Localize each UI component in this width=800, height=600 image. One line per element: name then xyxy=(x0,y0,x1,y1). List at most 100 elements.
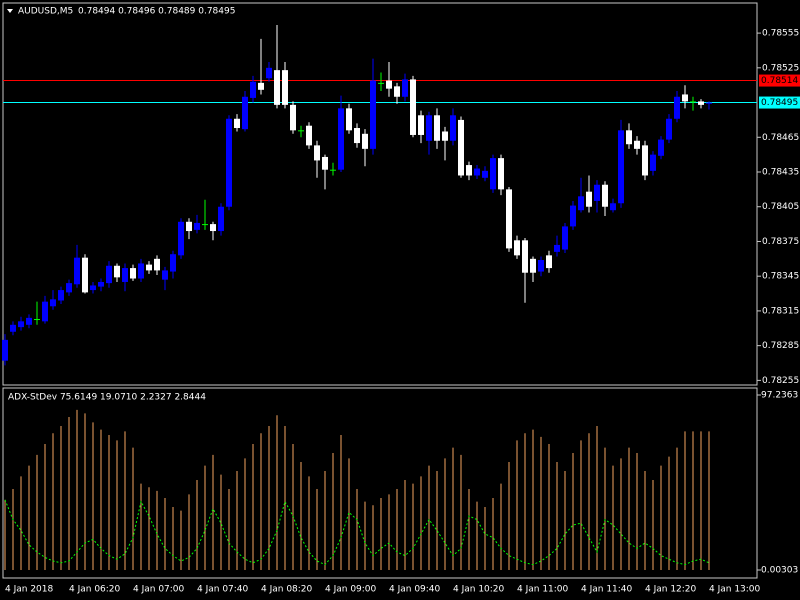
x-tick-label: 4 Jan 12:20 xyxy=(645,585,697,595)
x-tick-label: 4 Jan 11:40 xyxy=(581,585,633,595)
x-tick-label: 4 Jan 2018 xyxy=(5,585,53,595)
candle-body xyxy=(506,189,512,249)
chart-subtitle: 0.78494 0.78496 0.78489 0.78495 xyxy=(78,7,235,17)
candle-body xyxy=(314,145,320,161)
x-tick-label: 4 Jan 07:40 xyxy=(197,585,249,595)
candle-body xyxy=(154,258,160,271)
candle-body xyxy=(234,118,240,129)
candle-body xyxy=(482,170,488,178)
candle-body xyxy=(474,168,480,176)
x-tick-label: 4 Jan 06:20 xyxy=(69,585,121,595)
candle-body xyxy=(410,79,416,135)
candle-body xyxy=(674,96,680,119)
y-tick-label: 0.78255 xyxy=(762,376,799,386)
candle-body xyxy=(330,169,336,171)
candle-body xyxy=(114,265,120,278)
y-tick-label: 0.78435 xyxy=(762,168,799,178)
candle-body xyxy=(202,224,208,226)
price-label: 0.78514 xyxy=(761,76,798,86)
candle-body xyxy=(602,184,608,207)
candle-body xyxy=(706,102,712,104)
y-tick-label: 0.78525 xyxy=(762,63,799,73)
candle-body xyxy=(498,158,504,190)
candle-body xyxy=(338,108,344,170)
candle-body xyxy=(82,257,88,293)
candle-body xyxy=(690,101,696,103)
candle-body xyxy=(618,130,624,204)
candle-body xyxy=(34,319,40,321)
x-tick-label: 4 Jan 13:00 xyxy=(709,585,761,595)
candle-body xyxy=(586,191,592,207)
x-tick-label: 4 Jan 10:20 xyxy=(453,585,505,595)
chart-title: AUDUSD,M5 xyxy=(18,7,73,17)
y-tick-label: 0.78375 xyxy=(762,237,799,247)
candle-body xyxy=(2,339,8,361)
candle-body xyxy=(42,301,48,322)
candle-body xyxy=(370,80,376,149)
candle-body xyxy=(290,104,296,131)
indicator-pane xyxy=(2,387,758,579)
candle-body xyxy=(194,222,200,230)
candle-body xyxy=(562,226,568,250)
x-tick-label: 4 Jan 07:00 xyxy=(133,585,185,595)
candle-body xyxy=(666,118,672,140)
candle-body xyxy=(402,79,408,97)
candle-body xyxy=(490,158,496,190)
candle-body xyxy=(642,145,648,176)
candle-body xyxy=(650,154,656,171)
candle-body xyxy=(466,165,472,176)
indicator-line xyxy=(4,499,710,566)
candle-body xyxy=(578,196,584,211)
candle-body xyxy=(226,118,232,207)
candle-body xyxy=(210,224,216,232)
candle-body xyxy=(626,130,632,145)
candle-body xyxy=(138,263,144,279)
candle-body xyxy=(106,265,112,284)
candle-body xyxy=(546,255,552,269)
candle-body xyxy=(346,108,352,131)
price-label-box xyxy=(759,96,800,109)
candle-body xyxy=(58,290,64,301)
candle-body xyxy=(242,96,248,130)
candle-body xyxy=(162,270,168,280)
y-tick-label: 0.78285 xyxy=(762,341,799,351)
candle-body xyxy=(178,221,184,256)
candle-body xyxy=(610,203,616,211)
candle-body xyxy=(306,125,312,146)
candle-body xyxy=(98,281,104,287)
x-tick-label: 4 Jan 09:00 xyxy=(325,585,377,595)
candle-body xyxy=(682,94,688,102)
candle-body xyxy=(130,268,136,279)
x-tick-label: 4 Jan 08:20 xyxy=(261,585,313,595)
candle-body xyxy=(634,140,640,149)
candle-body xyxy=(522,240,528,273)
candle-body xyxy=(258,82,264,90)
candle-body xyxy=(362,133,368,149)
candle-body xyxy=(322,156,328,170)
main-pane xyxy=(2,2,758,386)
candle-body xyxy=(386,80,392,89)
candle-body xyxy=(378,82,384,84)
candle-body xyxy=(50,299,56,307)
candle-body xyxy=(146,264,152,271)
candle-body xyxy=(418,115,424,135)
candle-body xyxy=(426,115,432,141)
candle-body xyxy=(530,258,536,273)
candle-body xyxy=(266,67,272,79)
price-label-box xyxy=(759,74,800,87)
y-tick-label: 0.78345 xyxy=(762,272,799,282)
candle-body xyxy=(186,221,192,232)
candle-body xyxy=(698,101,704,105)
y-tick-label: 97.2363 xyxy=(761,391,798,401)
candle-body xyxy=(218,206,224,232)
candle-body xyxy=(442,131,448,141)
candle-body xyxy=(570,205,576,227)
candle-body xyxy=(354,128,360,144)
candle-body xyxy=(26,317,32,325)
candle-body xyxy=(450,115,456,141)
candle-body xyxy=(274,70,280,105)
candle-body xyxy=(90,285,96,291)
candle-body xyxy=(66,283,72,293)
candle-body xyxy=(658,139,664,156)
